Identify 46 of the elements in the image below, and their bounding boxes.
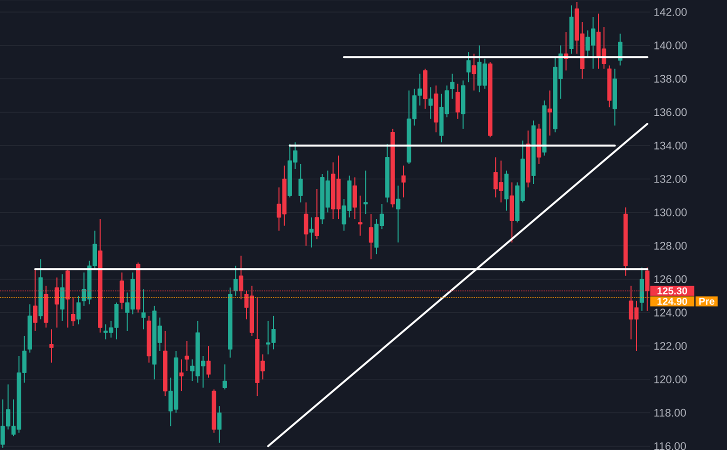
- y-tick-label: 140.00: [654, 42, 687, 50]
- y-tick-label: 124.00: [654, 308, 687, 316]
- candlestick: [70, 297, 76, 326]
- candlestick: [352, 176, 357, 220]
- candlestick: [217, 406, 222, 444]
- candlestick: [309, 216, 314, 248]
- candlestick: [49, 328, 54, 364]
- y-tick-label: 142.00: [654, 8, 687, 16]
- candlestick: [450, 73, 454, 100]
- candlestick: [363, 170, 368, 215]
- candlestick: [141, 288, 146, 330]
- ref-line-label: 124.90: [658, 298, 688, 305]
- candlestick: [401, 165, 406, 198]
- candlestick: [298, 163, 303, 203]
- candlestick: [548, 90, 552, 136]
- candlestick: [60, 274, 64, 322]
- candlestick: [206, 345, 211, 378]
- y-tick-label: 118.00: [654, 408, 686, 417]
- candlestick: [304, 202, 308, 246]
- y-tick-label: 116.00: [654, 442, 686, 450]
- candlestick: [472, 53, 476, 91]
- candlestick: [640, 266, 644, 312]
- candlestick: [222, 364, 227, 390]
- text: Pre: [699, 298, 714, 305]
- candlestick: [396, 185, 400, 243]
- y-tick-label: 128.00: [654, 242, 687, 250]
- y-tick-label: 136.00: [654, 108, 687, 116]
- y-tick-label: 132.00: [654, 175, 687, 183]
- candlestick: [233, 265, 238, 296]
- candlestick: [618, 33, 622, 66]
- candlestick: [358, 195, 362, 236]
- candlestick: [179, 358, 184, 392]
- y-tick-label: 122.00: [654, 342, 687, 350]
- candlestick: [466, 52, 471, 83]
- y-tick-label: 130.00: [654, 208, 687, 216]
- candlestick: [76, 295, 81, 325]
- candlestick: [184, 340, 190, 372]
- candlestick: [368, 214, 374, 260]
- candlestick: [314, 188, 320, 240]
- candlestick: [456, 83, 460, 120]
- y-tick-label: 138.00: [654, 74, 687, 83]
- ref-line-label: 125.30: [658, 287, 688, 294]
- y-tick-label: 120.00: [654, 375, 687, 384]
- y-tick-label: 126.00: [654, 275, 687, 284]
- candlestick: [428, 86, 433, 120]
- y-tick-label: 134.00: [654, 142, 687, 150]
